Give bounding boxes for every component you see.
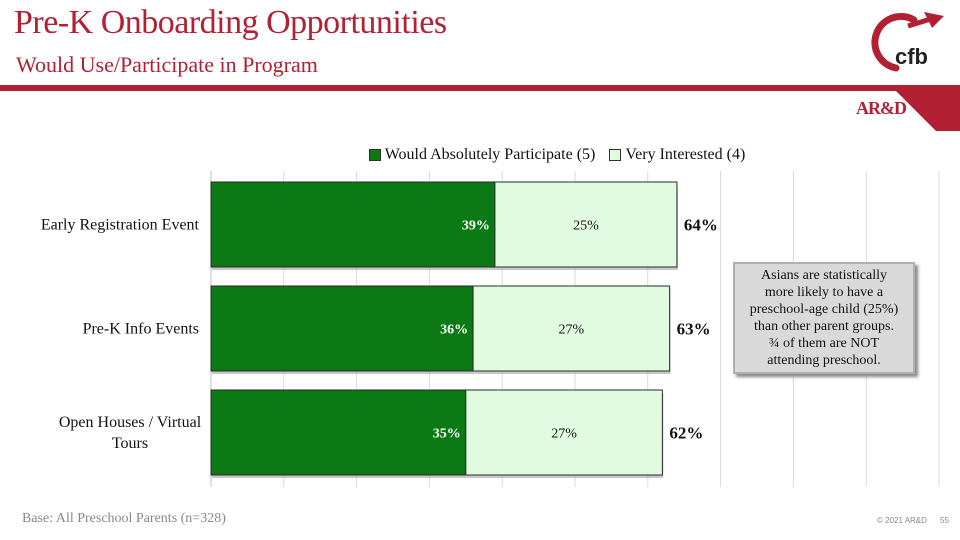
data-label: 36% (440, 323, 468, 338)
chart-legend: Would Absolutely Participate (5) Very In… (0, 146, 960, 164)
data-label: 25% (573, 219, 599, 234)
page-subtitle: Would Use/Participate in Program (16, 52, 318, 77)
corner-accent (890, 85, 960, 131)
bar-segment (472, 285, 671, 372)
category-label: Pre-K Info Events (83, 321, 199, 338)
legend-swatch-series-2 (609, 149, 622, 161)
callout-line: preschool-age child (25%) (749, 302, 899, 317)
callout-line: attending preschool. (767, 353, 881, 368)
logo-text: cfb (895, 44, 928, 69)
callout-line: Asians are statistically (761, 268, 887, 283)
copyright: © 2021 AR&D (877, 516, 927, 525)
callout-line: ¾ of them are NOT (768, 336, 880, 351)
total-label: 62% (669, 424, 703, 443)
data-label: 27% (559, 323, 585, 338)
callout-box: Asians are statistically more likely to … (733, 262, 915, 374)
bar-segment (210, 389, 467, 476)
page-title: Pre-K Onboarding Opportunities (14, 4, 447, 41)
page-number: 55 (940, 516, 949, 525)
data-label: 27% (551, 427, 577, 442)
data-label: 35% (433, 427, 461, 442)
total-label: 63% (677, 320, 711, 339)
bar-segment (494, 181, 678, 268)
callout-line: than other parent groups. (754, 319, 894, 334)
brand-mark: AR&D (856, 98, 907, 118)
bar-segment (465, 389, 663, 476)
header-rule (0, 85, 900, 91)
cfb-logo (871, 12, 944, 72)
legend-label-series-2: Very Interested (4) (625, 146, 746, 163)
callout-line: more likely to have a (764, 285, 884, 300)
category-label: Open Houses / Virtual Tours (59, 414, 202, 452)
bar-segment (210, 181, 496, 268)
legend-label-series-1: Would Absolutely Participate (5) (384, 146, 596, 163)
category-label: Early Registration Event (41, 217, 200, 234)
total-label: 64% (684, 216, 718, 235)
bar-segment (210, 285, 474, 372)
legend-swatch-series-1 (368, 149, 381, 161)
base-note: Base: All Preschool Parents (n=328) (22, 511, 226, 526)
data-label: 39% (462, 219, 490, 234)
